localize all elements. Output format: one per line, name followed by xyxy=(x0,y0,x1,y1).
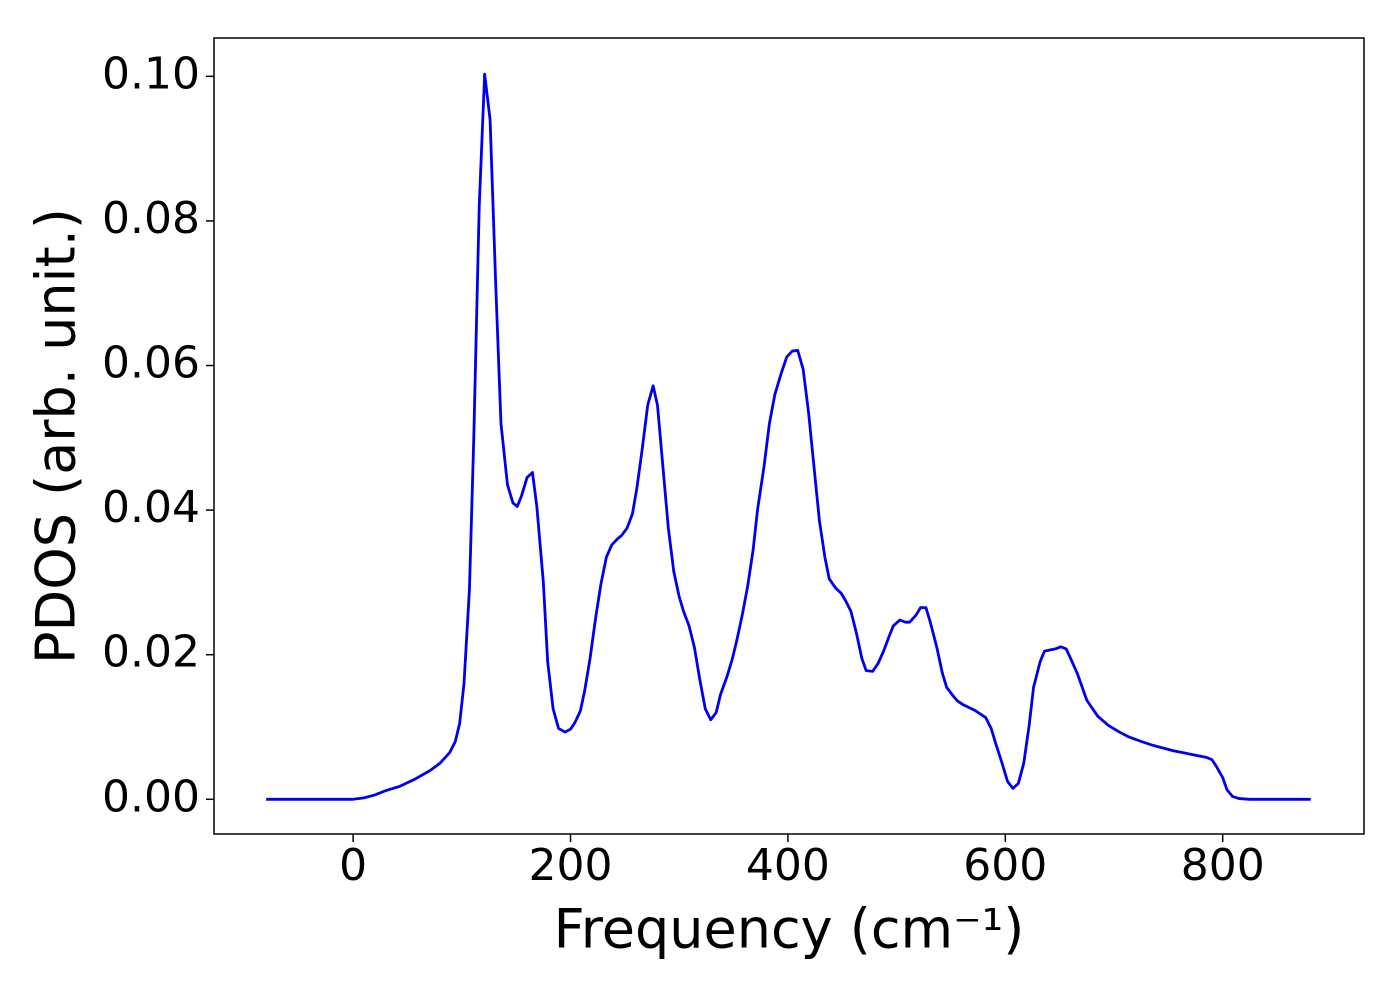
y-tick-label: 0.04 xyxy=(102,482,200,533)
y-tick-label: 0.06 xyxy=(102,338,200,389)
x-tick-label: 600 xyxy=(963,840,1047,891)
x-tick-label: 200 xyxy=(529,840,613,891)
y-tick-label: 0.00 xyxy=(102,771,200,822)
y-tick-label: 0.10 xyxy=(102,48,200,99)
plot-frame xyxy=(213,37,1365,835)
x-tick-label: 800 xyxy=(1181,840,1265,891)
x-tick-label: 0 xyxy=(339,840,367,891)
y-tick-label: 0.02 xyxy=(102,627,200,678)
data-line xyxy=(266,72,1311,801)
y-tick-label: 0.08 xyxy=(102,193,200,244)
y-axis-label: PDOS (arb. unit.) xyxy=(25,208,88,664)
x-axis-label: Frequency (cm⁻¹) xyxy=(554,898,1025,961)
x-tick-label: 400 xyxy=(746,840,830,891)
